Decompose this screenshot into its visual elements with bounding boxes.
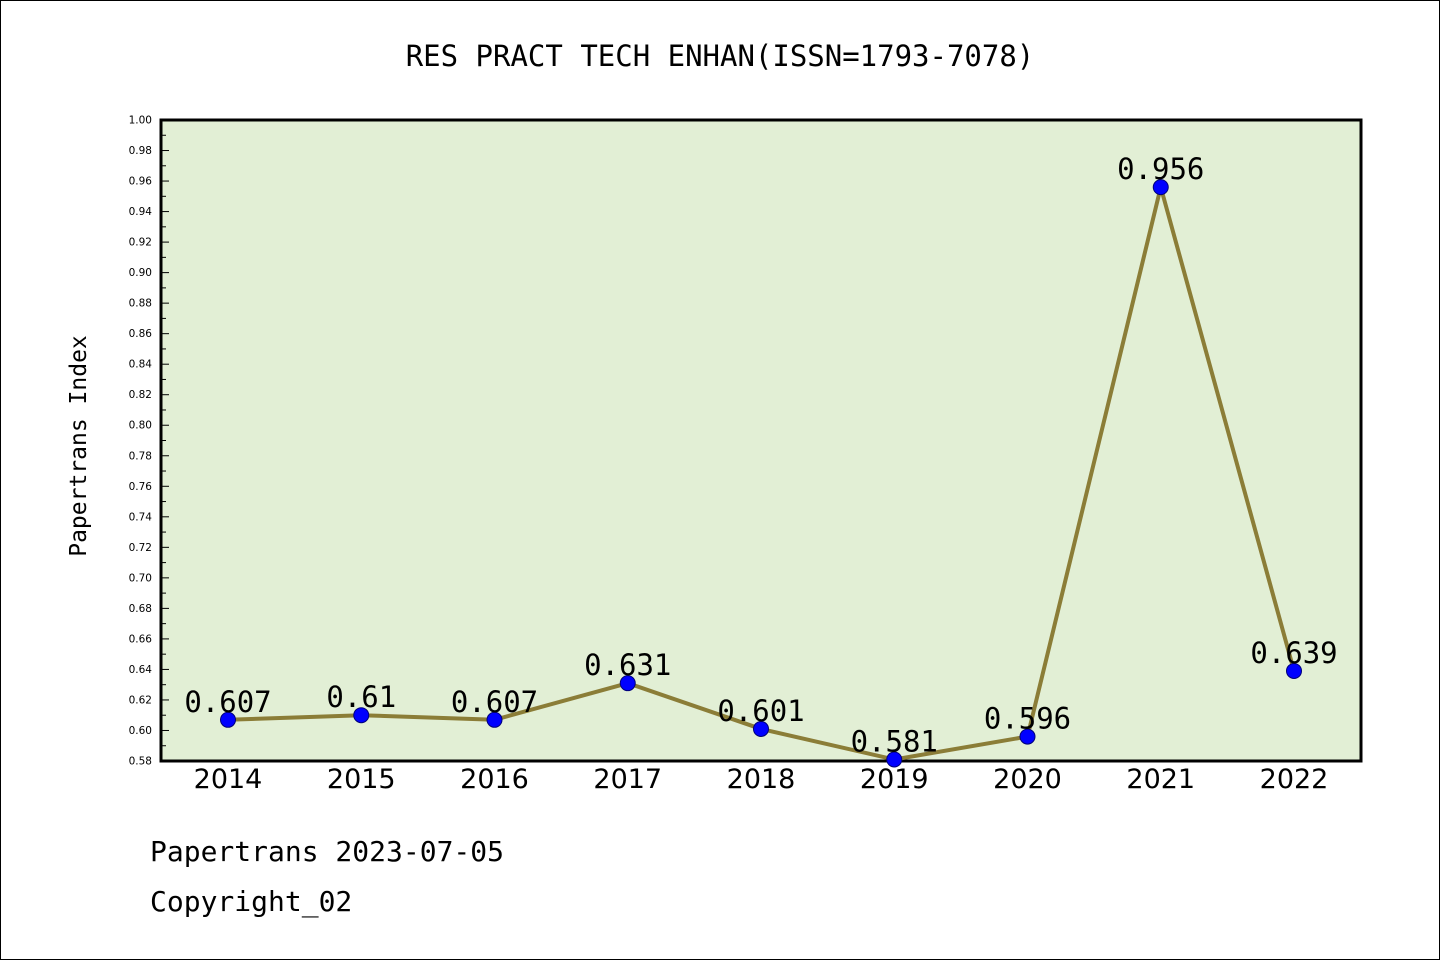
y-tick-label: 0.86 <box>129 328 153 340</box>
series-papertrans-index <box>220 179 1302 768</box>
chart-title: RES PRACT TECH ENHAN(ISSN=1793-7078) <box>406 39 1035 73</box>
data-point <box>1019 728 1036 745</box>
y-tick-label: 0.74 <box>129 511 153 523</box>
y-tick-label: 0.68 <box>129 603 152 615</box>
y-tick-label: 0.60 <box>129 725 152 737</box>
y-tick-label: 0.94 <box>129 206 153 218</box>
y-tick-label: 0.82 <box>129 389 152 401</box>
footer-source: Papertrans 2023-07-05 <box>150 835 505 868</box>
footer-copyright: Copyright_02 <box>150 885 353 918</box>
data-label: 0.607 <box>184 685 271 719</box>
y-tick-label: 0.84 <box>129 359 153 371</box>
y-tick-label: 0.92 <box>129 237 152 249</box>
data-point <box>1286 662 1302 679</box>
data-label: 0.639 <box>1250 636 1337 670</box>
y-tick-label: 0.64 <box>129 664 153 676</box>
x-tick-label: 2015 <box>327 764 396 795</box>
y-tick-label: 0.76 <box>129 481 153 493</box>
data-label: 0.601 <box>717 694 804 728</box>
y-tick-label: 0.70 <box>129 572 152 584</box>
data-label: 0.61 <box>326 680 396 714</box>
data-label: 0.596 <box>984 702 1071 736</box>
y-tick-label: 0.72 <box>129 542 152 554</box>
y-tick-label: 1.00 <box>129 115 152 127</box>
y-axis: 0.58 0.60 0.62 0.64 0.66 0.68 0.70 0.72 0.74 0.76… <box>129 115 169 768</box>
plot-area <box>159 118 1363 763</box>
x-tick-label: 2021 <box>1126 764 1195 795</box>
data-point <box>486 711 503 728</box>
data-point <box>886 751 903 768</box>
data-point <box>353 707 370 724</box>
data-point <box>619 675 636 692</box>
y-tick-label: 0.80 <box>129 420 152 432</box>
y-tick-label: 0.90 <box>129 267 152 279</box>
y-tick-label: 0.98 <box>129 145 152 157</box>
data-label: 0.607 <box>451 685 538 719</box>
y-tick-label: 0.62 <box>129 694 152 706</box>
y-tick-label: 0.66 <box>129 633 153 645</box>
data-label: 0.581 <box>851 724 938 758</box>
x-tick-label: 2016 <box>460 764 529 795</box>
y-tick-label: 0.58 <box>129 756 152 768</box>
x-axis: 2014 2015 2016 2017 2018 2019 2020 2021 2022 <box>194 764 1329 795</box>
data-point <box>220 711 236 728</box>
y-axis-label: Papertrans Index <box>66 335 92 557</box>
y-tick-label: 0.78 <box>129 450 152 462</box>
x-tick-label: 2020 <box>993 764 1062 795</box>
data-label: 0.631 <box>584 648 671 682</box>
y-tick-label: 0.88 <box>129 298 152 310</box>
data-labels: 0.607 0.61 0.607 0.631 0.601 0.581 0.596 0.956 0… <box>184 152 1337 758</box>
data-label: 0.956 <box>1117 152 1204 186</box>
x-tick-label: 2022 <box>1260 764 1329 795</box>
y-tick-label: 0.96 <box>129 176 153 188</box>
data-point <box>753 720 769 737</box>
x-tick-label: 2017 <box>593 764 662 795</box>
data-point <box>1152 179 1169 196</box>
x-tick-label: 2014 <box>194 764 263 795</box>
x-tick-label: 2018 <box>727 764 796 795</box>
x-tick-label: 2019 <box>860 764 929 795</box>
